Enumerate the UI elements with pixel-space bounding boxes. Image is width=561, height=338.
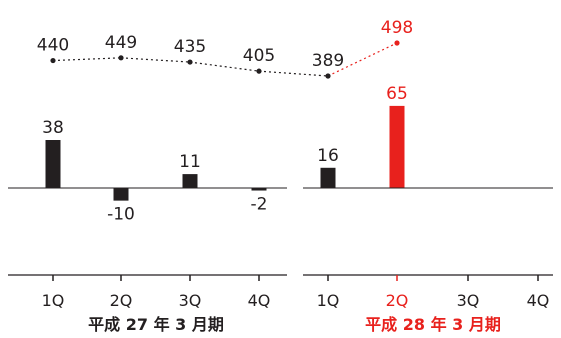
x-tick-label: 2Q bbox=[386, 291, 409, 310]
bar-value-label: -2 bbox=[251, 195, 268, 215]
line-point bbox=[118, 55, 124, 61]
line-point bbox=[50, 57, 56, 64]
line-value-label: 405 bbox=[243, 46, 275, 66]
bar-series: 38 -10 11 -2 16 65 bbox=[42, 84, 408, 225]
line-value-label: 440 bbox=[37, 36, 69, 56]
line-value-label: 389 bbox=[312, 51, 344, 71]
line-value-label: 449 bbox=[105, 33, 137, 53]
bar bbox=[45, 140, 61, 188]
bar bbox=[251, 188, 267, 191]
bar-value-label: -10 bbox=[107, 205, 135, 225]
line-segment bbox=[189, 61, 260, 72]
bar bbox=[182, 174, 198, 188]
line-point bbox=[325, 73, 331, 79]
line-segment bbox=[52, 57, 122, 62]
line-segment bbox=[120, 57, 191, 63]
line-segment bbox=[258, 70, 329, 77]
bar bbox=[113, 188, 129, 201]
line-point bbox=[256, 68, 262, 74]
period-label-fy28: 平成 28 年 3 月期 bbox=[365, 315, 501, 334]
x-tick-label: 4Q bbox=[527, 291, 550, 310]
x-tick-label: 4Q bbox=[248, 291, 271, 310]
x-tick-label: 2Q bbox=[110, 291, 133, 310]
line-point bbox=[394, 40, 400, 46]
line-series: 440 449 435 405 389 498 bbox=[37, 18, 413, 79]
bar-value-label: 16 bbox=[317, 146, 339, 166]
bar-value-label: 11 bbox=[179, 152, 201, 172]
bar bbox=[320, 167, 336, 188]
period-label-fy27: 平成 27 年 3 月期 bbox=[88, 315, 224, 334]
line-value-label: 498 bbox=[381, 18, 413, 38]
bar-value-label: 65 bbox=[386, 84, 408, 104]
bar-value-label: 38 bbox=[42, 118, 64, 138]
line-point bbox=[187, 59, 193, 65]
x-tick-label: 1Q bbox=[317, 291, 340, 310]
x-tick-label: 1Q bbox=[42, 291, 65, 310]
line-value-label: 435 bbox=[174, 37, 206, 57]
x-tick-label: 3Q bbox=[179, 291, 202, 310]
axes bbox=[8, 187, 553, 281]
x-tick-label: 3Q bbox=[457, 291, 480, 310]
bar bbox=[389, 105, 405, 188]
x-tick-labels: 1Q 2Q 3Q 4Q 1Q 2Q 3Q 4Q bbox=[42, 291, 550, 310]
